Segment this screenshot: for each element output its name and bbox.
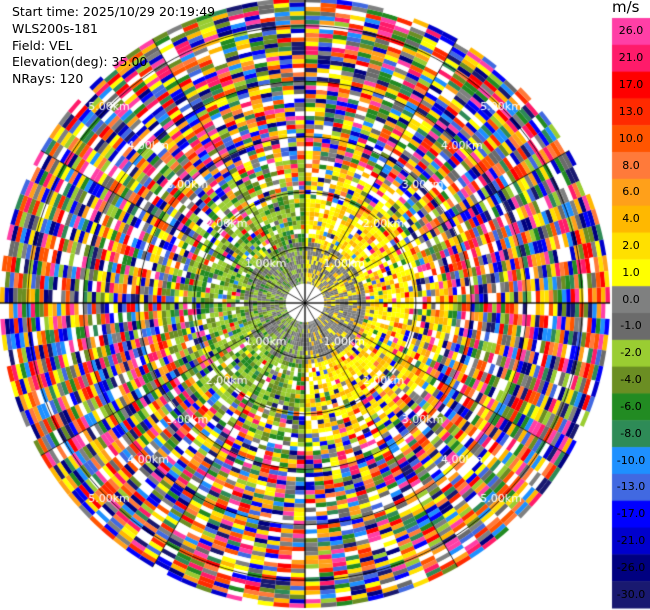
info-panel: Start time: 2025/10/29 20:19:49 WLS200s-… <box>12 4 215 88</box>
colorbar-tick-label: -8.0 <box>620 426 642 440</box>
site-name-text: WLS200s-181 <box>12 20 98 36</box>
colorbar-labels: 26.0 21.0 17.0 13.0 10.0 8.0 6.0 4.0 2.0 1.0 0.0 -1… <box>612 0 650 610</box>
colorbar-tick-label: 1.0 <box>622 265 640 279</box>
colorbar-tick-label: 21.0 <box>618 51 644 65</box>
colorbar-tick-label: 10.0 <box>618 131 644 145</box>
colorbar-tick-label: 8.0 <box>622 158 640 172</box>
colorbar-unit: m/s <box>612 0 640 16</box>
colorbar-tick-label: -2.0 <box>620 346 642 360</box>
colorbar-tick-label: 26.0 <box>618 24 644 38</box>
start-time-text: Start time: 2025/10/29 20:19:49 <box>12 4 216 19</box>
colorbar-tick-label: -6.0 <box>620 399 642 413</box>
colorbar-tick-label: -26.0 <box>616 560 646 574</box>
colorbar-tick-label: -4.0 <box>620 373 642 387</box>
colorbar-tick-label: -30.0 <box>616 587 646 601</box>
colorbar-tick-label: 13.0 <box>618 104 644 118</box>
colorbar-tick-label: -13.0 <box>616 480 646 494</box>
colorbar-tick-label: -10.0 <box>616 453 646 467</box>
colorbar-tick-label: 17.0 <box>618 78 644 92</box>
field-text: Field: VEL <box>12 37 73 53</box>
colorbar-tick-label: -21.0 <box>616 533 646 547</box>
nrays-text: NRays: 120 <box>12 71 84 87</box>
colorbar-tick-label: 0.0 <box>622 292 640 306</box>
colorbar-tick-label: 6.0 <box>622 185 640 199</box>
colorbar-tick-label: 2.0 <box>622 238 640 252</box>
colorbar-tick-label: 4.0 <box>622 212 640 226</box>
colorbar-tick-label: -1.0 <box>620 319 642 333</box>
elevation-text: Elevation(deg): 35.00 <box>12 54 148 70</box>
colorbar-tick-label: -17.0 <box>616 507 646 521</box>
